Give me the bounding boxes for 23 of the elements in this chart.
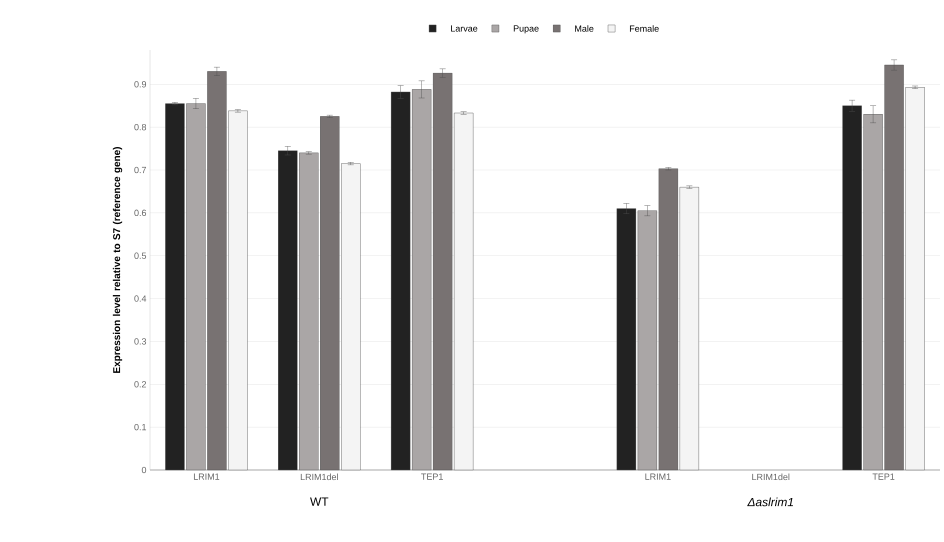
y-tick-label: 0.7 [134, 166, 146, 174]
y-tick-label: 0.6 [134, 210, 146, 216]
y-tick-label: 0.4 [134, 295, 146, 302]
y-tick-label: 0.1 [134, 424, 146, 430]
legend-label: Female [630, 25, 659, 32]
text: WT [310, 498, 328, 506]
y-tick-label: 0.9 [134, 81, 146, 88]
y-axis-title: Expression level relative to S7 (reference gene) [112, 147, 122, 373]
y-tick-label: 0.8 [134, 124, 146, 130]
y-tick-label: 0.5 [134, 252, 146, 259]
x-tick-label: LRIM1del [300, 474, 338, 480]
x-tick-label: LRIM1del [752, 474, 790, 480]
x-tick-label: TEP1 [421, 474, 443, 480]
legend-label: Male [575, 25, 594, 32]
y-tick-label: 0.3 [134, 338, 146, 345]
y-tick-label: 0.2 [134, 381, 146, 388]
x-tick-label: TEP1 [872, 474, 894, 480]
text: Δaslrim1 [747, 498, 793, 506]
x-tick-label: LRIM1 [194, 474, 220, 480]
legend-label: Larvae [451, 25, 478, 32]
legend-label: Pupae [514, 25, 539, 34]
y-tick-label: 0 [142, 466, 146, 474]
x-tick-label: LRIM1 [645, 474, 671, 480]
